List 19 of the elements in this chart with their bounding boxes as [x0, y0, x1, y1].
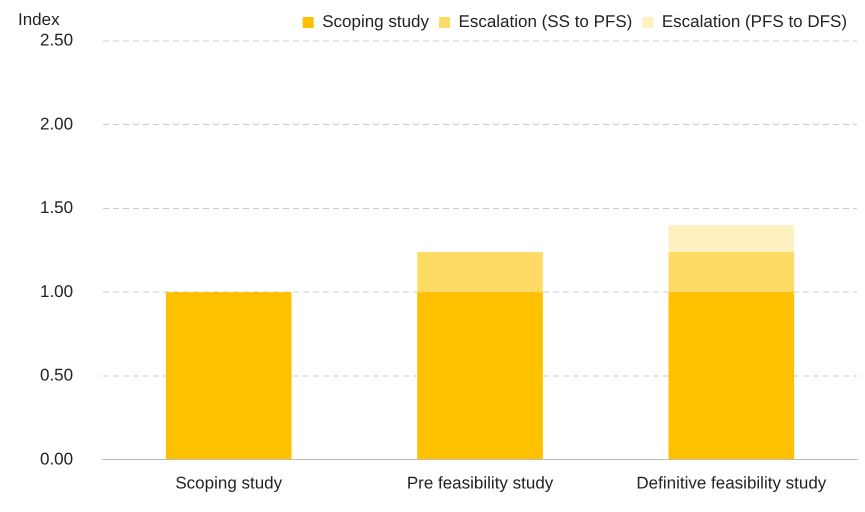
bar: [668, 292, 794, 460]
bar: [417, 292, 543, 460]
y-tick-label: 1.50: [40, 198, 74, 218]
y-axis-title: Index: [18, 10, 60, 30]
y-tick-label: 2.00: [40, 114, 74, 134]
bar: [417, 252, 543, 292]
y-tick-label: 0.50: [40, 366, 74, 385]
x-tick-label: Definitive feasibility study: [636, 473, 827, 492]
bar: [668, 225, 794, 252]
y-tick-label: 0.00: [40, 449, 74, 468]
legend-label: Escalation (PFS to DFS): [662, 12, 848, 32]
y-tick-label: 1.00: [40, 282, 74, 301]
x-tick-label: Pre feasibility study: [406, 473, 554, 492]
legend-label: Escalation (SS to PFS): [458, 12, 632, 32]
legend-label: Scoping study: [322, 12, 430, 32]
y-tick-label: 2.50: [40, 30, 74, 50]
bar: [166, 292, 292, 460]
bar: [668, 252, 794, 292]
x-tick-label: Scoping study: [175, 473, 283, 492]
